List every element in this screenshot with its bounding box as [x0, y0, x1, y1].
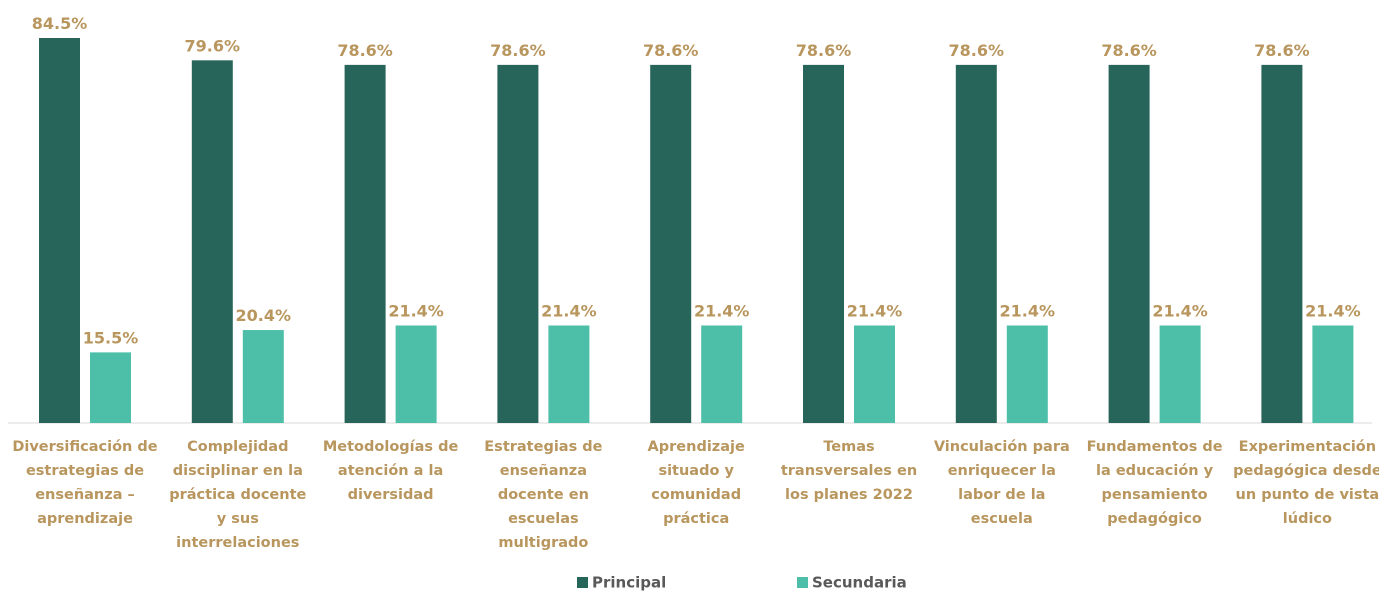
value-label: 21.4%	[1000, 301, 1056, 320]
category-label: Metodologías de atención a la diversidad	[322, 439, 459, 503]
bar	[497, 64, 539, 424]
value-label: 78.6%	[796, 41, 852, 60]
value-label: 78.6%	[490, 41, 546, 60]
legend-label: Principal	[592, 574, 666, 591]
category-label: Vinculación para enriquecer la labor de …	[933, 439, 1070, 527]
value-label: 84.5%	[32, 14, 88, 33]
bar	[90, 352, 131, 423]
category-label: Diversificación de estrategias de enseña…	[12, 439, 158, 527]
bar	[1108, 64, 1150, 424]
category-label: Fundamentos de la educación y pensamient…	[1086, 439, 1223, 527]
legend-swatch	[797, 577, 808, 588]
category-label: Aprendizaje situado y comunidad práctica	[647, 439, 745, 527]
bar	[242, 330, 284, 423]
legend-swatch	[577, 577, 588, 588]
bar	[803, 64, 844, 424]
value-label: 21.4%	[541, 301, 597, 320]
bar	[548, 325, 590, 423]
value-label: 15.5%	[83, 328, 139, 347]
bar	[1159, 325, 1201, 423]
value-label: 21.4%	[1305, 301, 1361, 320]
bar	[1261, 64, 1303, 424]
category-label: Temas transversales en los planes 2022	[780, 439, 918, 503]
bar	[1312, 325, 1354, 423]
value-label: 79.6%	[185, 36, 241, 55]
bar	[395, 325, 437, 423]
value-label: 78.6%	[949, 41, 1005, 60]
legend-label: Secundaria	[812, 574, 907, 591]
bar	[39, 38, 80, 423]
value-label: 21.4%	[694, 301, 750, 320]
value-label: 78.6%	[1254, 41, 1310, 60]
value-label: 21.4%	[847, 301, 903, 320]
value-label: 20.4%	[236, 306, 292, 325]
category-label: Estrategias de enseñanza docente en escu…	[484, 439, 603, 551]
value-label: 78.6%	[643, 41, 699, 60]
bar	[701, 325, 743, 423]
category-label: Complejidad disciplinar en la práctica d…	[169, 439, 307, 551]
bar	[344, 64, 386, 424]
value-label: 78.6%	[1101, 41, 1157, 60]
bar	[955, 64, 997, 424]
bar	[854, 325, 895, 423]
category-label: Experimentación pedagógica desde un punt…	[1233, 439, 1379, 527]
bar	[650, 64, 692, 424]
value-label: 21.4%	[388, 301, 444, 320]
bar	[191, 60, 233, 424]
value-label: 78.6%	[337, 41, 393, 60]
bar	[1006, 325, 1048, 423]
value-label: 21.4%	[1152, 301, 1208, 320]
